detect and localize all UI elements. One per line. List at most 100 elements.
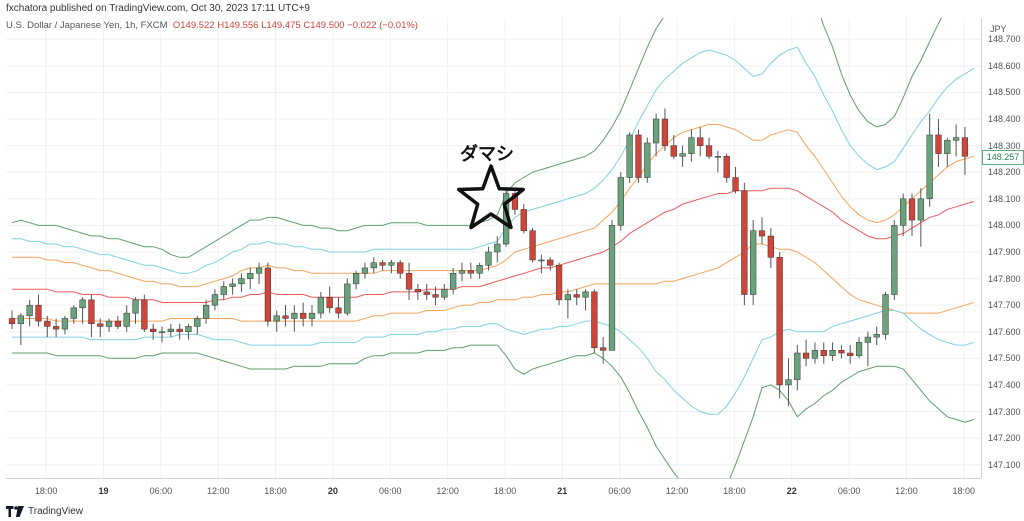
price-tick-label: 147.900: [988, 246, 1021, 257]
candle-body: [97, 323, 104, 327]
candle-body: [653, 118, 660, 144]
candle-body: [485, 251, 492, 266]
candle: [705, 137, 713, 159]
candle-body: [405, 273, 413, 290]
candle-body: [185, 326, 192, 333]
candle-body: [317, 296, 324, 314]
candle: [335, 297, 342, 319]
candle: [8, 310, 16, 330]
candle: [547, 257, 554, 271]
candle-body: [838, 350, 845, 354]
candle-body: [917, 198, 924, 221]
candle: [838, 345, 845, 359]
time-tick-label: 12:00: [206, 486, 230, 496]
candle-body: [750, 230, 757, 295]
candle-body: [211, 294, 219, 306]
candle: [185, 323, 192, 340]
candle: [741, 182, 748, 306]
candle: [538, 254, 545, 274]
publisher-line: fxchatora published on TradingView.com, …: [6, 3, 310, 14]
candle: [847, 345, 854, 364]
candle-body: [935, 134, 942, 154]
candle-body: [855, 342, 863, 356]
candle-body: [203, 304, 210, 319]
candle: [776, 251, 783, 399]
price-tick-label: 148.000: [988, 220, 1021, 231]
candle: [317, 291, 324, 319]
candle-body: [273, 315, 280, 322]
candle-body: [238, 278, 245, 285]
price-tick-label: 147.800: [988, 273, 1021, 284]
price-tick-label: 147.200: [988, 433, 1021, 444]
candle: [864, 331, 872, 367]
candle-body: [564, 294, 572, 301]
candle-body: [794, 352, 801, 380]
time-axis[interactable]: 18:00 19 06:00 12:00 18:00 20 06:00 12:00 18:00 2…: [6, 478, 981, 501]
band-outer-lower: [12, 344, 974, 478]
candle-body: [891, 225, 898, 295]
price-tick-label: 147.700: [988, 300, 1021, 311]
candle: [344, 278, 351, 316]
candle-body: [494, 243, 501, 253]
candle-body: [705, 145, 713, 157]
candle: [573, 289, 580, 306]
candle-body: [617, 177, 624, 226]
candle-body: [132, 299, 139, 314]
candle-body: [511, 193, 519, 210]
candle: [229, 278, 236, 295]
candle: [917, 188, 924, 247]
candle-body: [450, 273, 457, 290]
candle-body: [229, 283, 236, 287]
candle: [423, 283, 430, 300]
candle: [494, 236, 501, 263]
candle: [370, 257, 377, 274]
candle-body: [326, 296, 333, 309]
candle: [767, 228, 774, 268]
candle-body: [670, 145, 677, 157]
candle: [273, 310, 280, 332]
candle: [582, 289, 589, 311]
candle: [220, 281, 227, 300]
candle: [405, 262, 413, 300]
candle: [820, 342, 827, 364]
candle: [935, 119, 942, 167]
candle: [432, 286, 439, 306]
star-outline: [456, 164, 526, 230]
candle-body: [714, 156, 722, 158]
candle: [203, 299, 210, 324]
candle-body: [344, 283, 351, 314]
candle-body: [600, 347, 607, 351]
candle: [105, 318, 113, 332]
candle-body: [944, 140, 951, 154]
candle-body: [538, 259, 545, 262]
candle-body: [908, 198, 916, 221]
candle-body: [803, 352, 810, 359]
price-tick-label: 148.500: [988, 87, 1021, 98]
candle-body: [732, 177, 739, 192]
candle: [282, 305, 289, 327]
candle: [600, 337, 607, 364]
candle-body: [44, 320, 51, 327]
symbol-legend: U.S. Dollar / Japanese Yen, 1h, FXCM O14…: [6, 20, 418, 31]
candle: [670, 134, 677, 159]
star-annotation-icon: [456, 164, 526, 230]
candle-body: [441, 288, 448, 298]
price-chart[interactable]: [6, 18, 981, 478]
time-tick-label: 18:00: [723, 486, 746, 496]
candle: [88, 294, 95, 338]
price-tick-label: 148.700: [988, 34, 1021, 45]
candle-body: [873, 334, 880, 338]
band-inner-lower: [12, 243, 974, 322]
candle: [441, 283, 448, 300]
candle-body: [741, 190, 748, 295]
candle: [564, 289, 572, 319]
ohlc-values: O149.522 H149.556 L149.475 C149.500 −0.0…: [172, 20, 418, 31]
candle-body: [370, 262, 377, 269]
candle: [803, 339, 810, 367]
candle: [785, 358, 792, 407]
price-tick-label: 147.300: [988, 406, 1021, 417]
price-axis[interactable]: JPY 148.700 148.600 148.500 148.400 148.300 1…: [981, 18, 1024, 478]
price-tick-label: 148.100: [988, 193, 1021, 204]
candle: [326, 286, 333, 314]
candle-body: [17, 315, 24, 325]
